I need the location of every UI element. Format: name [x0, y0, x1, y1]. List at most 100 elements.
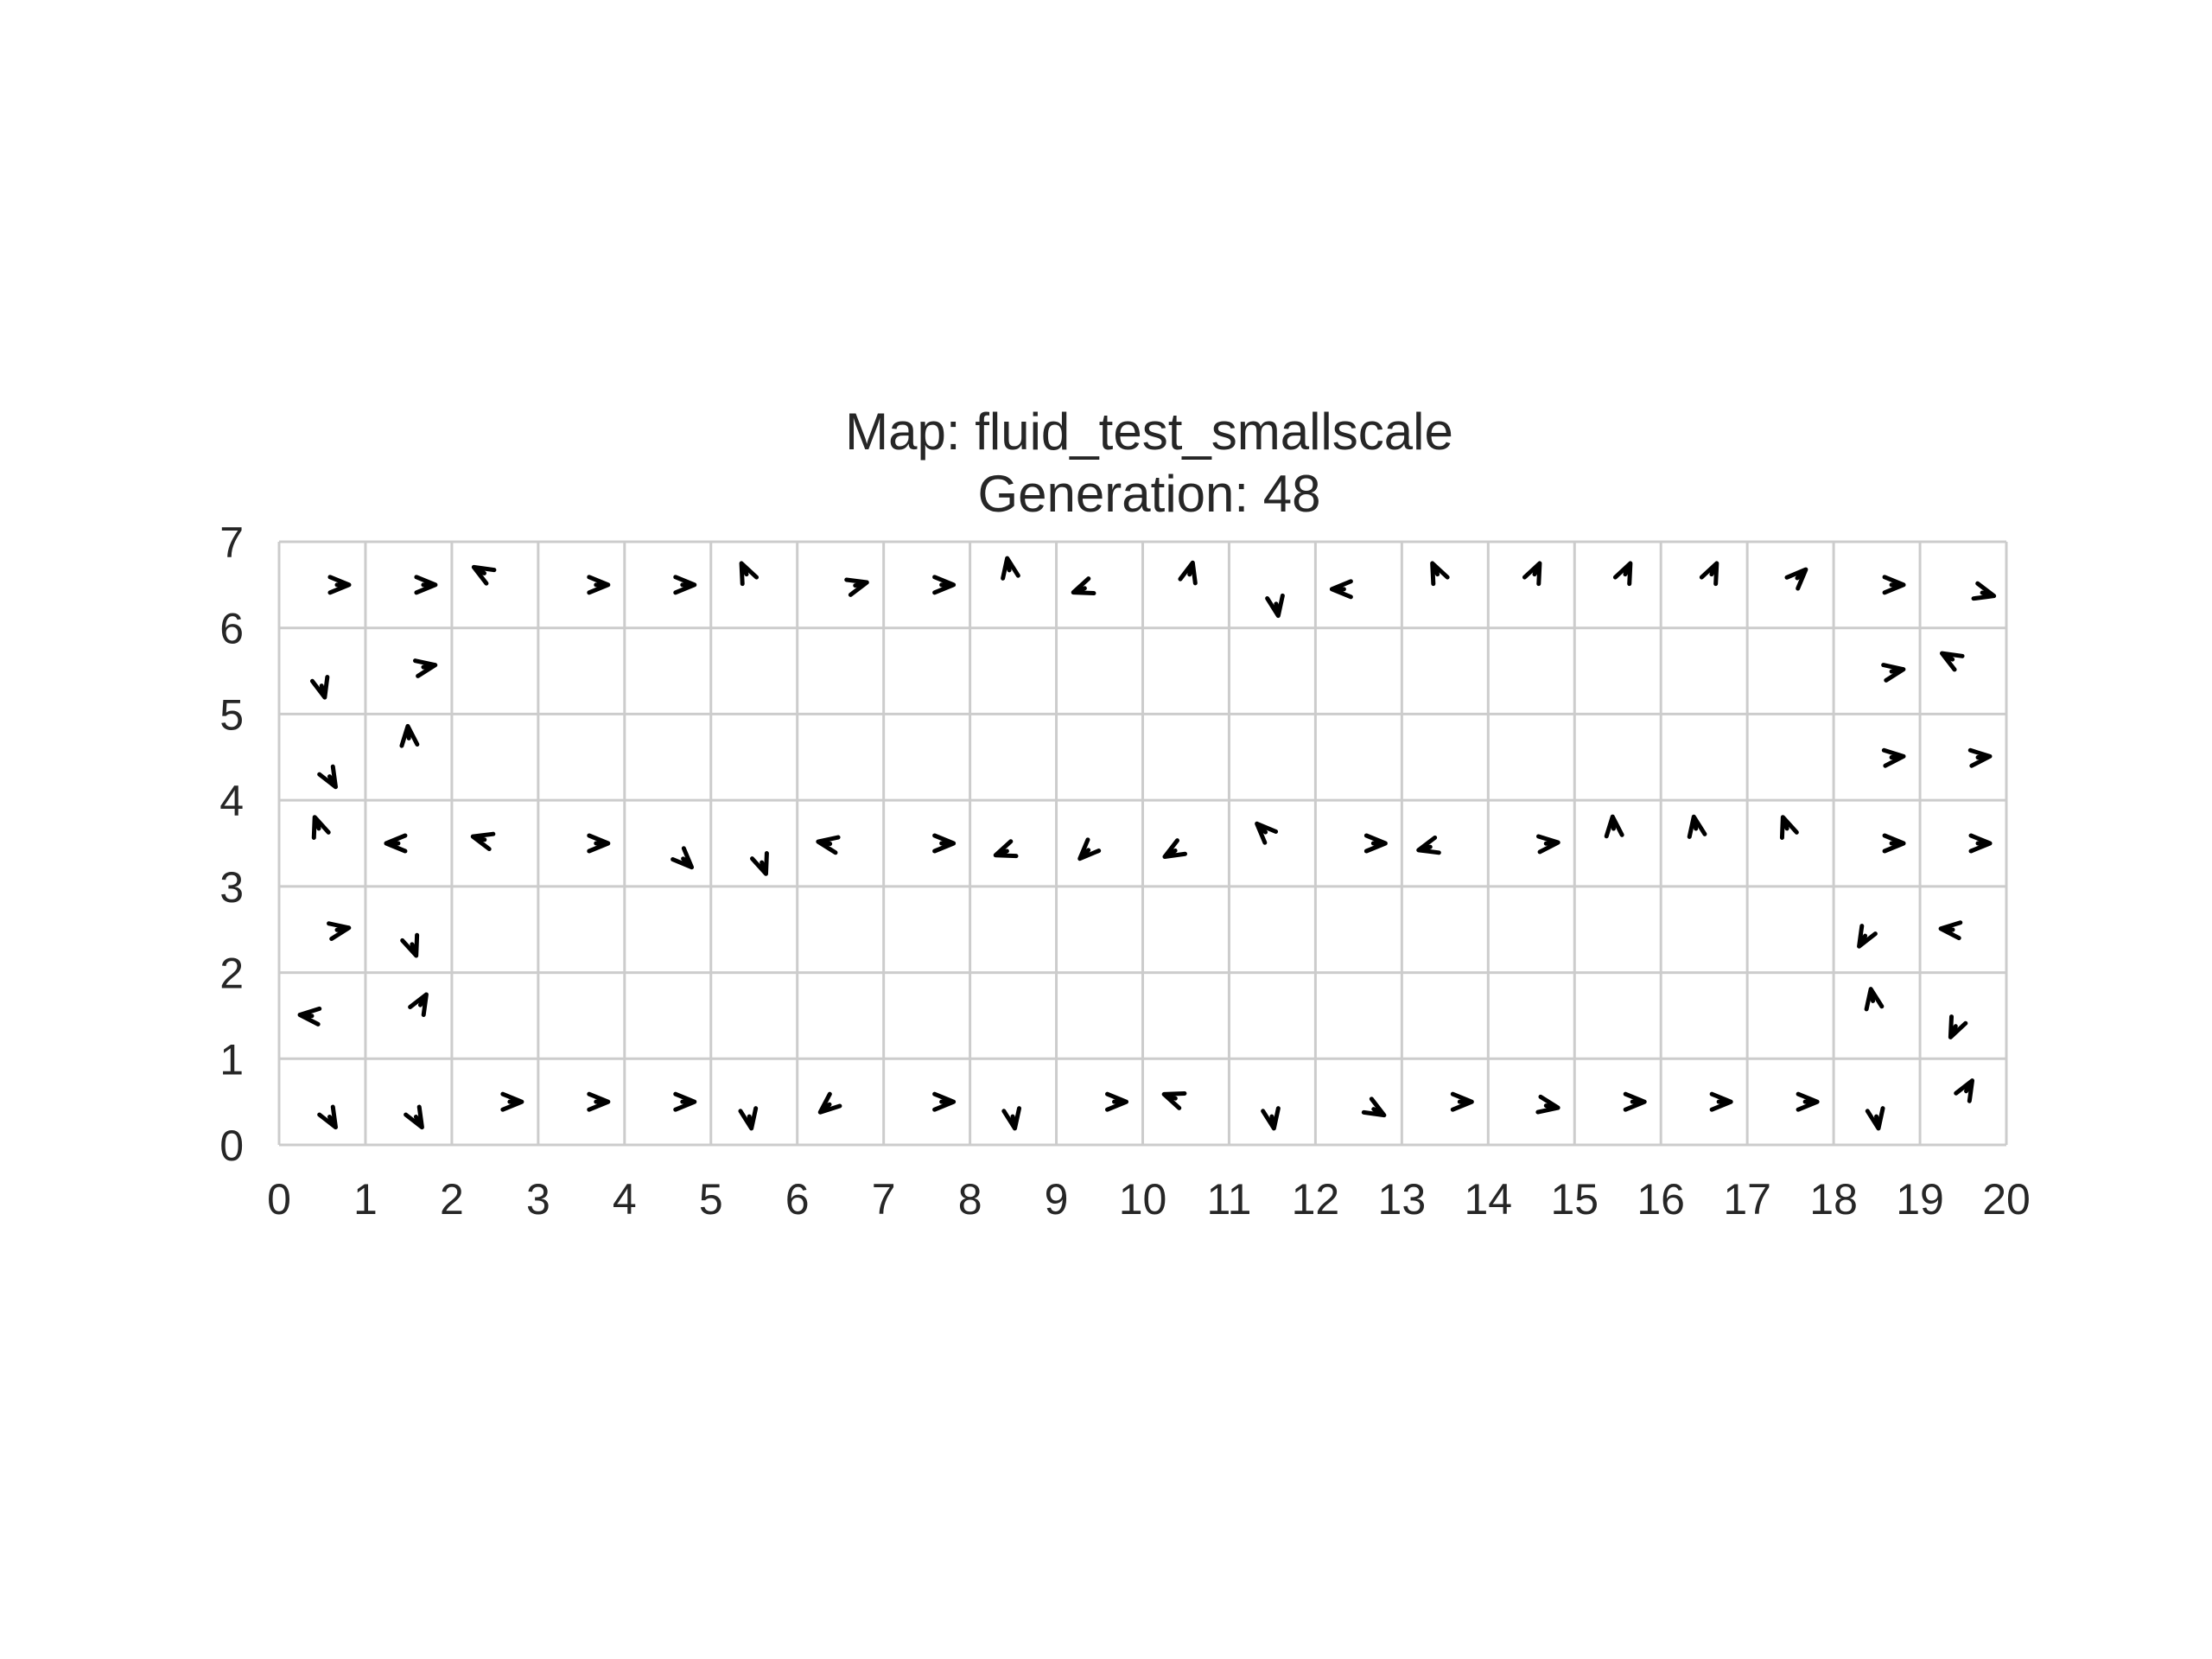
y-tick-label: 0 [219, 1122, 244, 1170]
arrow-marker [1687, 814, 1707, 839]
arrow-marker [413, 658, 438, 678]
arrow-glyph [993, 839, 1019, 859]
arrow-glyph [1535, 1094, 1560, 1115]
arrow-glyph [1968, 833, 1993, 854]
arrow-marker [993, 839, 1019, 859]
arrow-glyph [932, 1091, 957, 1112]
arrow-glyph [816, 835, 841, 855]
arrow-glyph [738, 1106, 759, 1131]
arrow-marker [673, 575, 697, 595]
y-tick-label: 6 [219, 605, 244, 653]
arrow-glyph [1001, 556, 1020, 581]
arrow-glyph [1071, 576, 1096, 596]
arrow-glyph [1329, 579, 1353, 600]
arrow-glyph [587, 1091, 611, 1112]
y-tick-label: 7 [219, 518, 244, 567]
arrow-marker [400, 932, 420, 958]
arrow-marker [844, 577, 869, 597]
arrow-marker [1001, 1106, 1022, 1131]
x-tick-label: 17 [1723, 1175, 1771, 1224]
arrow-marker [1522, 561, 1542, 587]
arrow-marker [1261, 1106, 1281, 1131]
arrow-glyph [1161, 1090, 1187, 1110]
arrow-glyph [1178, 560, 1198, 586]
x-tick-label: 12 [1292, 1175, 1340, 1224]
x-tick-label: 20 [1982, 1175, 2031, 1224]
arrow-marker [1938, 920, 1963, 941]
arrow-marker [404, 1104, 424, 1130]
arrow-glyph [1865, 1106, 1885, 1131]
arrow-marker [1864, 987, 1885, 1012]
arrow-marker [1709, 1091, 1733, 1112]
arrow-glyph [327, 575, 352, 595]
arrow-marker [327, 575, 352, 595]
arrow-marker [673, 1091, 697, 1112]
x-tick-label: 19 [1896, 1175, 1944, 1224]
arrow-marker [1796, 1091, 1820, 1112]
arrow-glyph [1450, 1091, 1474, 1112]
x-tick-label: 3 [526, 1175, 550, 1224]
x-tick-label: 6 [785, 1175, 810, 1224]
arrow-glyph [1857, 924, 1878, 949]
arrow-marker [932, 1091, 957, 1112]
arrow-marker [739, 561, 760, 587]
x-tick-label: 15 [1550, 1175, 1599, 1224]
arrow-glyph [1430, 561, 1450, 587]
chart-title-line-2: Generation: 48 [978, 465, 1321, 523]
x-tick-label: 8 [958, 1175, 982, 1224]
y-tick-label: 1 [219, 1035, 244, 1084]
arrow-marker [1857, 924, 1878, 949]
arrow-marker [1077, 837, 1102, 861]
arrow-marker [1881, 663, 1906, 683]
arrow-glyph [1864, 987, 1885, 1012]
arrow-glyph [1971, 581, 1997, 601]
arrow-marker [1882, 575, 1906, 595]
arrow-glyph [1363, 833, 1388, 854]
arrow-marker [587, 833, 611, 854]
arrow-glyph [1882, 833, 1906, 854]
arrow-marker [587, 575, 611, 595]
arrow-glyph [932, 575, 957, 595]
arrow-marker [1699, 561, 1719, 587]
arrow-marker [817, 1091, 842, 1115]
arrow-marker [327, 921, 352, 941]
arrow-glyph [311, 815, 331, 840]
arrow-marker [384, 833, 408, 854]
arrow-glyph [1416, 835, 1441, 855]
arrow-glyph [1784, 567, 1808, 591]
arrow-marker [1971, 581, 1997, 601]
arrow-marker [671, 846, 695, 870]
arrow-glyph [1077, 837, 1102, 861]
arrow-marker [1105, 1091, 1129, 1112]
y-tick-label: 3 [219, 863, 244, 912]
arrow-marker [1779, 815, 1799, 840]
arrow-glyph [471, 564, 497, 586]
arrow-glyph [932, 833, 957, 854]
x-tick-label: 4 [613, 1175, 637, 1224]
grid [277, 540, 2008, 1147]
arrow-marker [1361, 1096, 1387, 1118]
arrow-glyph [297, 1006, 322, 1027]
x-tick-label: 0 [267, 1175, 291, 1224]
arrow-marker [1178, 560, 1198, 586]
arrow-glyph [1265, 593, 1285, 619]
arrow-glyph [1105, 1091, 1129, 1112]
chart-title-line-1: Map: fluid_test_smallscale [845, 403, 1453, 461]
arrow-glyph [1709, 1091, 1733, 1112]
arrow-glyph [1261, 1106, 1281, 1131]
arrow-glyph [500, 1091, 524, 1112]
arrow-glyph [1796, 1091, 1820, 1112]
x-tick-label: 18 [1809, 1175, 1858, 1224]
arrow-marker [1882, 833, 1906, 854]
arrow-marker [1001, 556, 1020, 581]
arrow-marker [932, 575, 957, 595]
arrow-glyph [400, 932, 420, 958]
arrow-glyph [327, 921, 352, 941]
x-tick-label: 9 [1045, 1175, 1069, 1224]
arrow-glyph [470, 831, 496, 852]
arrow-glyph [404, 1104, 424, 1130]
arrow-marker [500, 1091, 524, 1112]
y-tick-label: 5 [219, 690, 244, 739]
arrow-glyph [1687, 814, 1707, 839]
arrow-marker [1881, 747, 1906, 768]
